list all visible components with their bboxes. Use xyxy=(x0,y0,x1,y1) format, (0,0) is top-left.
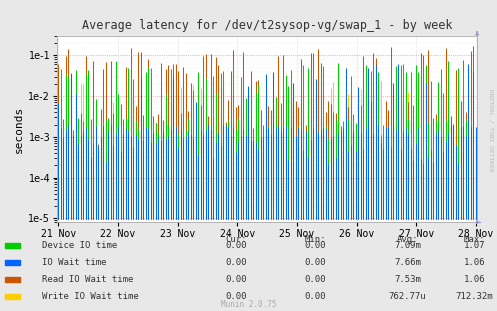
Text: IO Wait time: IO Wait time xyxy=(42,258,107,267)
Text: 0.00: 0.00 xyxy=(305,258,327,267)
Text: 7.09m: 7.09m xyxy=(394,241,421,250)
Text: 1.06: 1.06 xyxy=(464,258,486,267)
Text: 0.00: 0.00 xyxy=(305,292,327,301)
Text: 7.53m: 7.53m xyxy=(394,275,421,284)
Y-axis label: seconds: seconds xyxy=(14,105,24,153)
Text: Cur:: Cur: xyxy=(225,235,247,244)
Text: Read IO Wait time: Read IO Wait time xyxy=(42,275,134,284)
Text: 1.07: 1.07 xyxy=(464,241,486,250)
Text: Write IO Wait time: Write IO Wait time xyxy=(42,292,139,301)
Text: 1.06: 1.06 xyxy=(464,275,486,284)
Text: Munin 2.0.75: Munin 2.0.75 xyxy=(221,300,276,309)
Text: 7.66m: 7.66m xyxy=(394,258,421,267)
Text: 0.00: 0.00 xyxy=(225,292,247,301)
Text: 762.77u: 762.77u xyxy=(389,292,426,301)
Text: 0.00: 0.00 xyxy=(305,275,327,284)
Text: Max:: Max: xyxy=(464,235,486,244)
Text: 0.00: 0.00 xyxy=(225,241,247,250)
Text: 712.32m: 712.32m xyxy=(456,292,494,301)
Text: 0.00: 0.00 xyxy=(225,258,247,267)
Text: 0.00: 0.00 xyxy=(305,241,327,250)
Text: Min:: Min: xyxy=(305,235,327,244)
Text: Avg:: Avg: xyxy=(397,235,418,244)
Text: RRDTOOL / TOBI OETIKER: RRDTOOL / TOBI OETIKER xyxy=(488,89,493,172)
Title: Average latency for /dev/t2sysop-vg/swap_1 - by week: Average latency for /dev/t2sysop-vg/swap… xyxy=(82,19,452,32)
Text: 0.00: 0.00 xyxy=(225,275,247,284)
Text: Device IO time: Device IO time xyxy=(42,241,117,250)
